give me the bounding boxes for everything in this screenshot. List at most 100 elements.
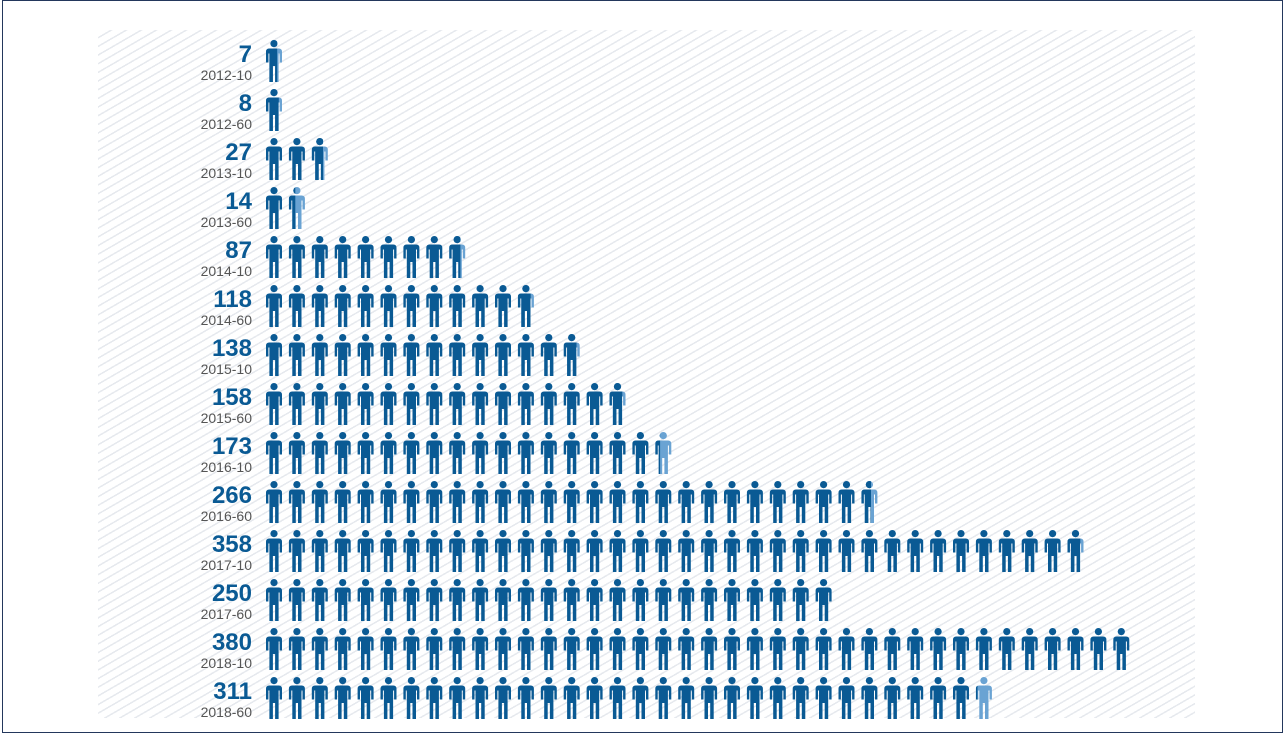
person-icon — [930, 530, 947, 572]
person-icon — [655, 579, 672, 621]
person-icon — [495, 677, 511, 719]
person-icon — [426, 530, 443, 572]
value-label: 250 — [212, 580, 252, 607]
person-icon — [586, 481, 603, 523]
category-label: 2015-60 — [201, 410, 253, 426]
person-icon — [609, 481, 626, 523]
person-icon — [861, 530, 878, 572]
value-label: 173 — [212, 433, 252, 460]
person-icon — [449, 285, 466, 327]
person-icon — [334, 432, 351, 474]
person-icon — [953, 530, 969, 572]
person-icon — [769, 677, 786, 719]
person-icon — [334, 530, 351, 572]
person-icon — [472, 530, 489, 572]
person-icon — [311, 677, 328, 719]
person-icon — [838, 481, 855, 523]
person-icon — [472, 481, 489, 523]
person-icon — [495, 481, 511, 523]
category-label: 2018-10 — [201, 655, 253, 671]
person-icon — [357, 334, 374, 376]
person-icon — [724, 677, 740, 719]
person-icon — [975, 628, 992, 670]
person-icon — [266, 334, 282, 376]
person-icon-partial — [861, 481, 878, 523]
person-icon — [609, 579, 626, 621]
person-icon — [632, 579, 649, 621]
person-icon — [266, 677, 282, 719]
person-icon — [540, 481, 557, 523]
person-icon — [288, 628, 305, 670]
person-icon — [426, 628, 443, 670]
person-icon — [472, 432, 489, 474]
person-icon — [403, 285, 420, 327]
category-label: 2012-60 — [201, 116, 253, 132]
value-label: 380 — [212, 629, 252, 656]
person-icon — [586, 579, 603, 621]
person-icon — [403, 334, 420, 376]
person-icon — [495, 530, 511, 572]
person-icon — [472, 383, 489, 425]
person-icon — [769, 628, 786, 670]
person-icon — [449, 432, 466, 474]
person-icon — [746, 530, 763, 572]
person-icon — [517, 677, 534, 719]
value-label: 138 — [212, 335, 252, 362]
person-icon — [426, 432, 443, 474]
person-icon — [769, 530, 786, 572]
person-icon-partial — [563, 334, 580, 376]
person-icon — [472, 579, 489, 621]
person-icon — [380, 334, 397, 376]
person-icon-partial — [449, 236, 466, 278]
person-icon — [884, 628, 901, 670]
person-icon — [357, 530, 374, 572]
person-icon — [724, 628, 740, 670]
person-icon — [311, 481, 328, 523]
person-icon — [288, 334, 305, 376]
person-icon — [311, 236, 328, 278]
person-icon-partial — [311, 138, 328, 180]
person-icon — [334, 334, 351, 376]
person-icon-partial — [266, 89, 282, 131]
value-label: 87 — [225, 237, 252, 264]
person-icon — [380, 481, 397, 523]
person-icon — [953, 677, 969, 719]
person-icon — [380, 579, 397, 621]
person-icon — [495, 383, 511, 425]
person-icon — [746, 579, 763, 621]
person-icon — [266, 628, 282, 670]
category-label: 2016-60 — [201, 508, 253, 524]
person-icon — [609, 628, 626, 670]
person-icon — [815, 628, 832, 670]
value-label: 266 — [212, 482, 252, 509]
person-icon — [288, 677, 305, 719]
person-icon — [495, 334, 511, 376]
person-icon — [815, 481, 832, 523]
person-icon — [632, 481, 649, 523]
person-icon — [266, 285, 282, 327]
person-icon — [586, 530, 603, 572]
person-icon — [311, 285, 328, 327]
value-label: 27 — [225, 139, 252, 166]
person-icon — [907, 530, 924, 572]
person-icon — [792, 628, 809, 670]
person-icon — [746, 677, 763, 719]
person-icon — [266, 481, 282, 523]
person-icon — [563, 383, 580, 425]
person-icon — [884, 530, 901, 572]
person-icon — [838, 530, 855, 572]
person-icon — [678, 530, 695, 572]
person-icon — [334, 677, 351, 719]
person-icon — [609, 432, 626, 474]
person-icon — [609, 530, 626, 572]
person-icon — [380, 628, 397, 670]
person-icon — [815, 677, 832, 719]
person-icon — [403, 432, 420, 474]
person-icon — [678, 677, 695, 719]
person-icon — [540, 579, 557, 621]
value-label: 8 — [239, 90, 252, 117]
